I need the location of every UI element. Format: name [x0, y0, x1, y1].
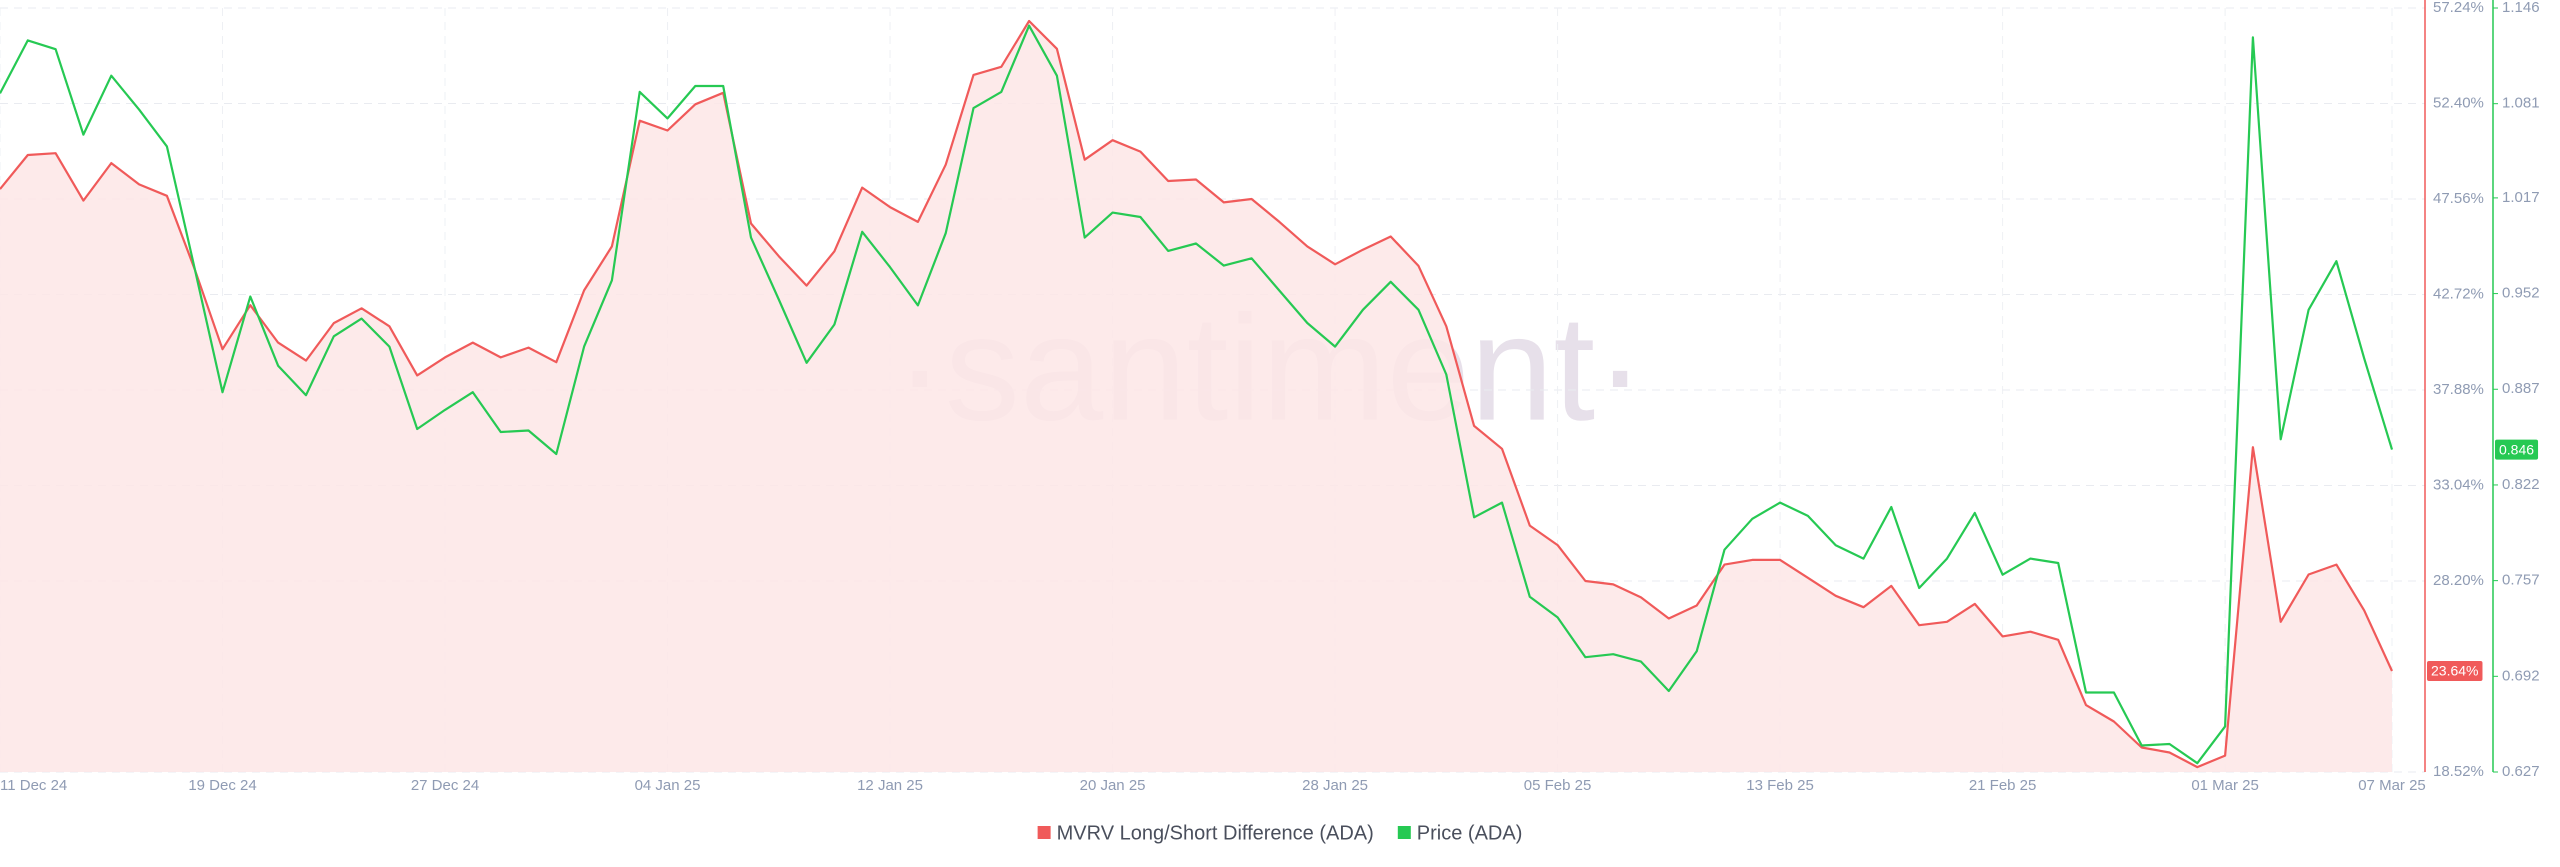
y-tick-label: 18.52%	[2433, 763, 2484, 780]
area	[0, 21, 2392, 772]
y2-tick-label: 0.757	[2502, 572, 2540, 589]
y-tick-label: 33.04%	[2433, 476, 2484, 493]
y-tick-label: 47.56%	[2433, 190, 2484, 207]
y2-tick-label: 0.952	[2502, 285, 2540, 302]
legend-swatch	[1397, 826, 1411, 839]
y2-tick-label: 0.822	[2502, 476, 2540, 493]
x-tick-label: 07 Mar 25	[2358, 777, 2426, 794]
y-tick-label: 52.40%	[2433, 94, 2484, 111]
x-tick-label: 27 Dec 24	[411, 777, 479, 794]
y-tick-label: 28.20%	[2433, 572, 2484, 589]
y2-tick-label: 0.887	[2502, 380, 2540, 397]
legend-label: Price (ADA)	[1417, 822, 1523, 844]
x-tick-label: 13 Feb 25	[1746, 777, 1814, 794]
legend-label: MVRV Long/Short Difference (ADA)	[1057, 822, 1374, 844]
y2-tick-label: 0.692	[2502, 667, 2540, 684]
line	[0, 19, 2393, 769]
x-tick-label: 12 Jan 25	[857, 777, 923, 794]
x-tick-label: 28 Jan 25	[1302, 777, 1368, 794]
line	[0, 24, 2394, 765]
x-tick-label: 11 Dec 24	[0, 777, 67, 794]
y2-tick-label: 0.627	[2502, 763, 2540, 780]
last-value-badge	[2495, 439, 2539, 460]
x-tick-label: 05 Feb 25	[1524, 777, 1592, 794]
y-tick-label: 42.72%	[2433, 285, 2484, 302]
y-tick-label: 57.24%	[2433, 0, 2484, 16]
last-value-label: 0.846	[2499, 441, 2534, 457]
y2-tick-label: 1.146	[2502, 0, 2540, 16]
x-tick-label: 20 Jan 25	[1080, 777, 1146, 794]
last-value-label: 23.64%	[2431, 663, 2478, 679]
x-tick-label: 21 Feb 25	[1969, 777, 2037, 794]
x-tick-label: 01 Mar 25	[2191, 777, 2259, 794]
y-tick-label: 37.88%	[2433, 381, 2484, 398]
legend: MVRV Long/Short Difference (ADA) Price (A…	[1037, 822, 1523, 844]
y2-tick-label: 1.017	[2502, 189, 2540, 206]
x-tick-label: 04 Jan 25	[635, 777, 701, 794]
x-tick-label: 19 Dec 24	[188, 777, 256, 794]
legend-swatch	[1037, 826, 1051, 839]
y2-tick-label: 1.081	[2502, 95, 2540, 112]
last-value-badge	[2427, 660, 2483, 681]
